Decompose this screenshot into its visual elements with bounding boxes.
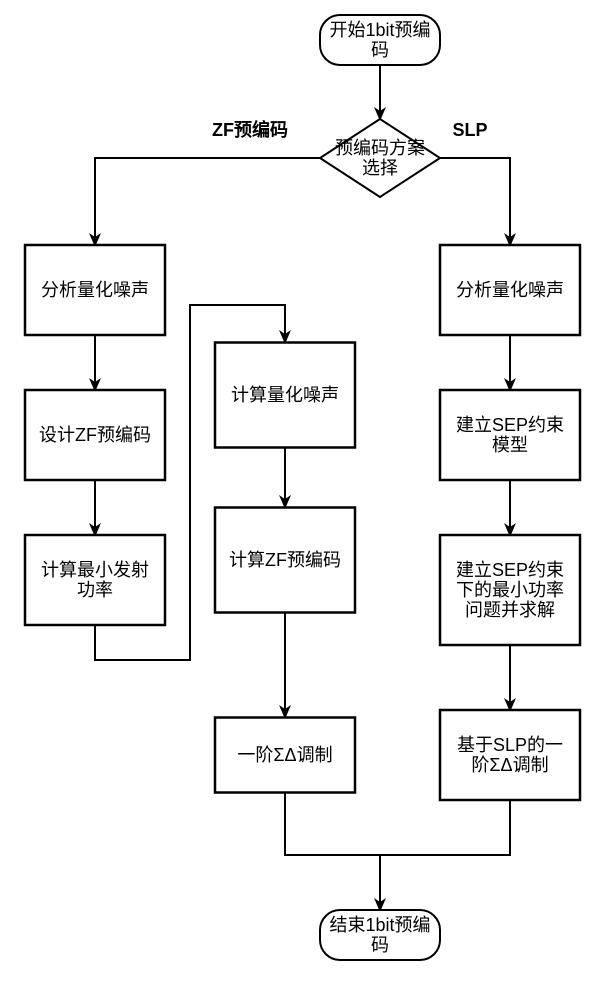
- slp3-text-line-0: 建立SEP约束: [456, 560, 564, 580]
- slp3-text-line-1: 下的最小功率: [456, 580, 564, 600]
- end-text-line-0: 结束1bit预编: [329, 915, 430, 935]
- slp_label: SLP: [452, 120, 487, 140]
- slp1-text-line-0: 分析量化噪声: [456, 280, 564, 300]
- zf3-text-line-1: 功率: [77, 580, 113, 600]
- node-mid3: 一阶ΣΔ调制: [215, 718, 355, 793]
- node-zf2: 设计ZF预编码: [25, 390, 165, 480]
- zf2-text-line-0: 设计ZF预编码: [39, 425, 151, 445]
- slp2-text-line-0: 建立SEP约束: [456, 415, 564, 435]
- mid1-text-line-0: 计算量化噪声: [231, 385, 339, 405]
- decision-text-line-0: 预编码方案: [335, 138, 425, 158]
- node-end: 结束1bit预编码: [320, 910, 440, 960]
- edge-12: [380, 800, 510, 910]
- zf1-text-line-0: 分析量化噪声: [41, 280, 149, 300]
- mid3-text-line-0: 一阶ΣΔ调制: [237, 745, 332, 765]
- start-text-line-0: 开始1bit预编: [329, 20, 430, 40]
- slp2-text-line-1: 模型: [492, 435, 528, 455]
- node-zf_label: ZF预编码: [212, 119, 288, 140]
- node-slp1: 分析量化噪声: [440, 245, 580, 335]
- node-mid2: 计算ZF预编码: [215, 508, 355, 613]
- decision-text-line-1: 选择: [362, 158, 398, 178]
- zf3-text-line-0: 计算最小发射: [41, 560, 149, 580]
- node-slp_label: SLP: [452, 120, 487, 140]
- start-text-line-1: 码: [371, 40, 389, 60]
- slp4-text-line-1: 阶ΣΔ调制: [471, 755, 548, 775]
- flowchart-canvas: 开始1bit预编码预编码方案选择ZF预编码SLP分析量化噪声设计ZF预编码计算最…: [0, 0, 609, 1000]
- node-mid1: 计算量化噪声: [215, 343, 355, 448]
- edge-11: [285, 793, 380, 855]
- node-slp4: 基于SLP的一阶ΣΔ调制: [440, 710, 580, 800]
- node-slp3: 建立SEP约束下的最小功率问题并求解: [440, 535, 580, 645]
- node-decision: 预编码方案选择: [320, 119, 440, 197]
- edge-2: [440, 158, 510, 245]
- node-slp2: 建立SEP约束模型: [440, 390, 580, 480]
- node-start: 开始1bit预编码: [320, 15, 440, 65]
- slp4-text-line-0: 基于SLP的一: [457, 735, 563, 755]
- node-zf3: 计算最小发射功率: [25, 535, 165, 625]
- node-zf1: 分析量化噪声: [25, 245, 165, 335]
- slp3-text-line-2: 问题并求解: [465, 600, 555, 620]
- end-text-line-1: 码: [371, 935, 389, 955]
- mid2-text-line-0: 计算ZF预编码: [229, 550, 341, 570]
- zf_label: ZF预编码: [212, 119, 288, 140]
- edge-1: [95, 158, 320, 245]
- nodes-layer: 开始1bit预编码预编码方案选择ZF预编码SLP分析量化噪声设计ZF预编码计算最…: [25, 15, 580, 960]
